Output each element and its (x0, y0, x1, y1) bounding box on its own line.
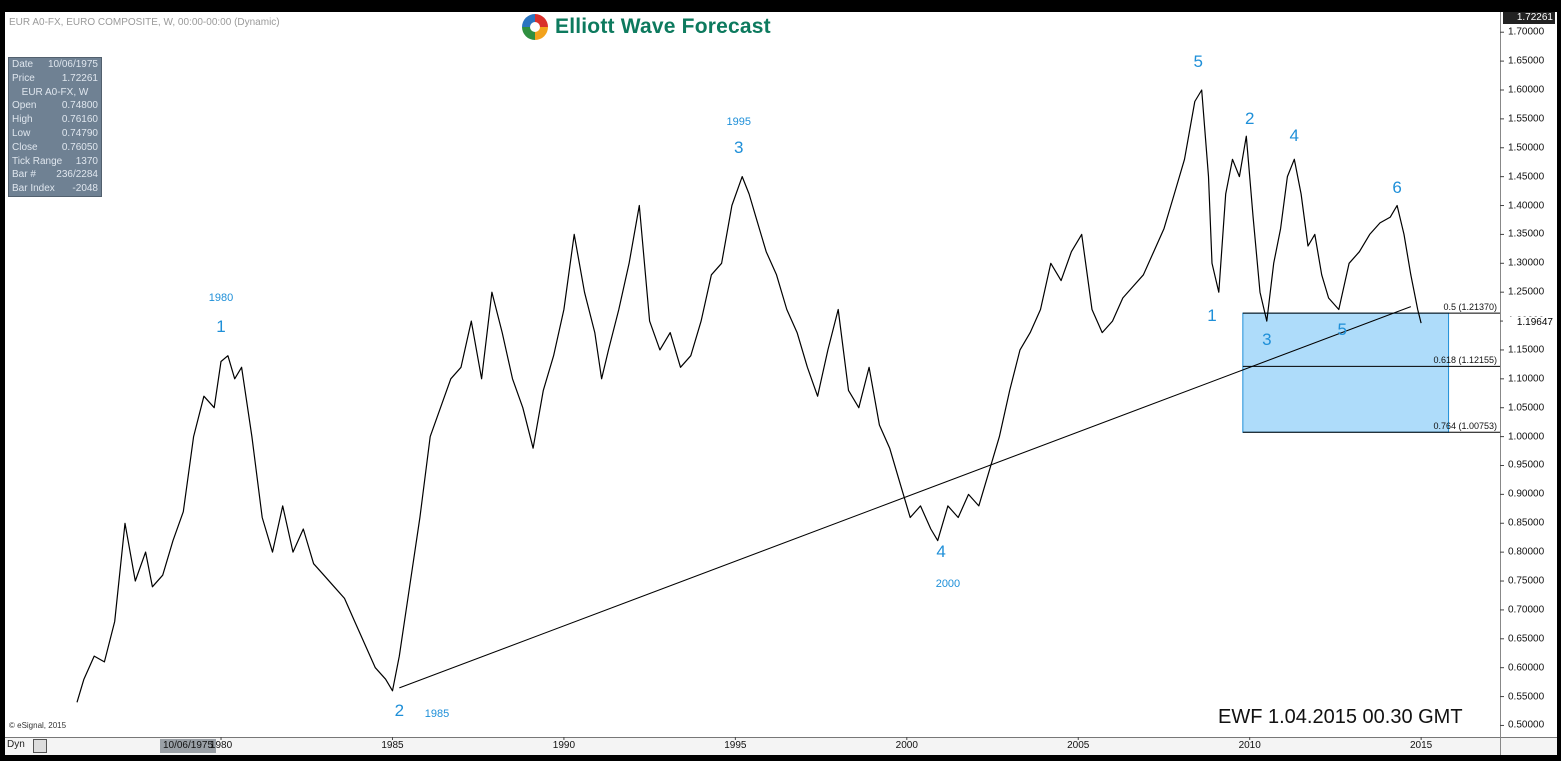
info-label: Open (12, 100, 37, 112)
info-label: Date (12, 59, 34, 70)
info-label: Bar # (12, 169, 36, 181)
y-tick-label: 0.90000 (1508, 488, 1545, 500)
info-row-open: Open 0.74800 (9, 99, 101, 113)
y-tick-label: 1.10000 (1508, 373, 1545, 385)
dyn-toggle[interactable] (33, 739, 47, 753)
timestamp-stamp: EWF 1.04.2015 00.30 GMT (1218, 706, 1463, 728)
y-tick-label: 1.70000 (1508, 26, 1545, 38)
y-tick-label: 1.55000 (1508, 113, 1545, 125)
info-row-bar-index: Bar Index -2048 (9, 182, 101, 196)
wave-count-label: 3 (734, 137, 744, 157)
logo-icon (522, 14, 548, 40)
info-label: Close (12, 141, 38, 153)
info-value: 10/06/1975 (47, 59, 98, 70)
price-series-line[interactable] (76, 89, 1422, 703)
x-tick-label: 2010 (1238, 740, 1261, 751)
x-tick-label: 2015 (1410, 740, 1433, 751)
fib-target-zone[interactable] (1242, 312, 1450, 433)
info-value: 1.72261 (61, 72, 98, 84)
info-value: 0.76160 (61, 114, 98, 126)
symbol-line: EUR A0-FX, EURO COMPOSITE, W, 00:00-00:0… (9, 17, 280, 28)
info-value: 0.74800 (61, 100, 98, 112)
y-tick-label: 0.80000 (1508, 546, 1545, 558)
fib-level-label: 0.618 (1.12155) (1433, 355, 1497, 366)
info-row-close: Close 0.76050 (9, 141, 101, 155)
info-value: 0.74790 (61, 127, 98, 139)
y-tick-label: 1.40000 (1508, 200, 1545, 212)
x-tick-label: 1980 (209, 740, 233, 751)
wave-count-label: 4 (936, 542, 946, 562)
info-label: High (12, 114, 33, 126)
info-row-date: Date 10/06/1975 (9, 58, 101, 72)
x-axis[interactable] (5, 737, 1500, 755)
info-value: 236/2284 (56, 169, 98, 181)
y-tick-label: 1.30000 (1508, 257, 1545, 269)
fib-level-label: 0.5 (1.21370) (1443, 302, 1497, 313)
x-cursor-label: 10/06/1975 (160, 739, 216, 753)
y-tick-label: 1.00000 (1508, 431, 1545, 443)
y-tick-label: 1.45000 (1508, 171, 1545, 183)
info-value: 1370 (75, 155, 98, 167)
y-top-price-label: 1.72261 (1503, 12, 1555, 24)
wave-count-label: 2 (394, 701, 405, 720)
y-axis[interactable] (1500, 12, 1557, 737)
fib-level-label: 0.764 (1.00753) (1433, 421, 1497, 432)
dyn-label[interactable]: Dyn (7, 739, 25, 750)
y-tick-label: 1.60000 (1508, 84, 1545, 96)
info-row-low: Low 0.74790 (9, 127, 101, 141)
cursor-info-panel: Date 10/06/1975 Price 1.72261 EUR A0-FX, W… (8, 57, 102, 197)
wave-count-label: 1 (216, 316, 226, 336)
trendline[interactable] (399, 306, 1412, 689)
wave-count-label: 1 (1207, 306, 1217, 326)
wave-count-label: 4 (1289, 126, 1299, 146)
info-label: Bar Index (12, 183, 55, 195)
wave-year-label: 1985 (424, 707, 450, 720)
info-value: 0.76050 (61, 141, 98, 153)
y-tick-label: 1.65000 (1508, 55, 1545, 67)
wave-count-label: 3 (1262, 329, 1272, 349)
wave-count-label: 2 (1244, 108, 1255, 128)
last-price-label: 1.19647 (1503, 317, 1555, 330)
y-tick-label: 1.50000 (1508, 142, 1545, 154)
wave-count-label: 5 (1337, 319, 1347, 339)
y-tick-label: 1.05000 (1508, 402, 1545, 414)
x-tick-label: 1990 (552, 740, 576, 751)
wave-count-label: 5 (1193, 52, 1203, 72)
y-tick-label: 0.85000 (1508, 517, 1545, 529)
wave-count-label: 6 (1392, 178, 1402, 198)
esignal-credit: © eSignal, 2015 (9, 721, 67, 730)
logo: Elliott Wave Forecast (522, 14, 771, 40)
wave-year-label: 2000 (935, 577, 961, 590)
y-tick-label: 0.75000 (1508, 575, 1545, 587)
logo-text: Elliott Wave Forecast (555, 15, 771, 38)
y-tick-label: 0.55000 (1508, 691, 1545, 703)
info-label: Low (12, 127, 31, 139)
y-tick-label: 0.50000 (1508, 719, 1545, 731)
y-tick-label: 1.15000 (1508, 344, 1545, 356)
y-tick-label: 1.35000 (1508, 228, 1545, 240)
y-tick-label: 0.70000 (1508, 604, 1545, 616)
info-row-bar: Bar # 236/2284 (9, 168, 101, 182)
y-tick-label: 0.65000 (1508, 633, 1545, 645)
info-value: -2048 (72, 183, 98, 195)
info-row-high: High 0.76160 (9, 113, 101, 127)
x-tick-label: 1985 (381, 740, 404, 751)
x-tick-label: 1995 (724, 740, 747, 751)
y-tick-label: 1.25000 (1508, 286, 1545, 298)
info-row-tick-range: Tick Range 1370 (9, 155, 101, 169)
y-tick-label: 0.60000 (1508, 662, 1545, 674)
x-tick-label: 2005 (1067, 740, 1090, 751)
y-tick-label: 0.95000 (1508, 459, 1545, 471)
info-title: EUR A0-FX, W (21, 86, 89, 98)
info-label: Price (12, 72, 35, 84)
info-row-price: Price 1.72261 (9, 72, 101, 86)
axis-corner (1500, 737, 1557, 755)
wave-year-label: 1980 (208, 291, 234, 304)
info-label: Tick Range (12, 155, 63, 167)
x-tick-label: 2000 (895, 740, 918, 751)
wave-year-label: 1995 (726, 115, 752, 128)
